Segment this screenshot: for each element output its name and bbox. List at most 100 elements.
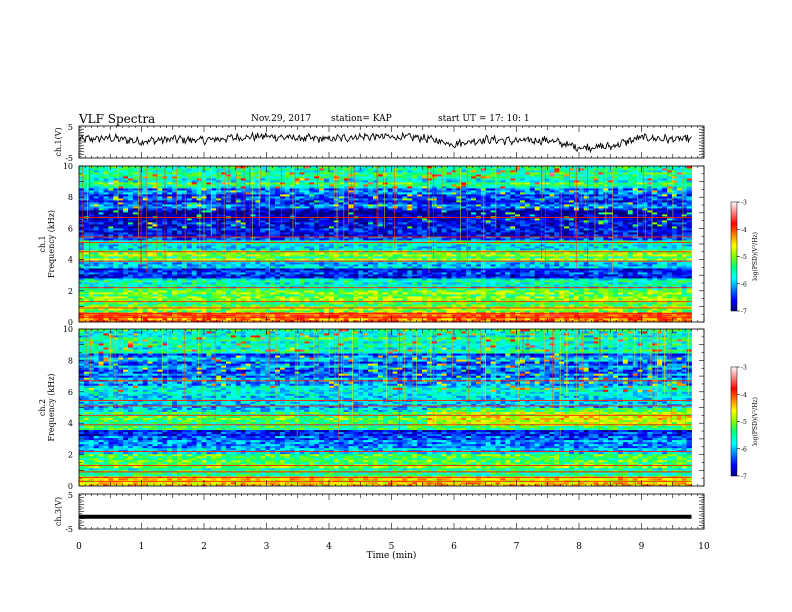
spec-cell <box>686 282 692 285</box>
spec-cell <box>196 278 202 281</box>
spec-cell <box>167 276 173 279</box>
spec-cell <box>598 300 604 303</box>
spec-cell <box>588 318 594 321</box>
spec-cell <box>451 270 457 273</box>
spec-cell <box>485 246 491 249</box>
spec-cell <box>216 310 222 313</box>
spec-cell <box>142 254 148 257</box>
spec-cell <box>544 272 550 275</box>
spec-cell <box>603 318 609 321</box>
spec-cell <box>275 282 281 285</box>
spec-cell <box>181 258 188 261</box>
spec-cell <box>338 272 344 275</box>
spec-cell <box>226 310 232 313</box>
spec-cell <box>500 252 506 255</box>
spec-cell <box>132 268 139 271</box>
spec-cell <box>515 310 521 313</box>
spec-cell <box>647 280 653 283</box>
spec-cell <box>426 300 433 303</box>
spec-cell <box>270 310 276 313</box>
spec-cell <box>128 248 134 251</box>
spec-cell <box>554 310 560 313</box>
spec-cell <box>358 318 364 321</box>
spec-cell <box>397 308 403 311</box>
spec-cell <box>358 308 364 311</box>
spec-cell <box>578 280 585 283</box>
spec-cell <box>255 294 261 297</box>
spec-cell <box>618 296 624 299</box>
spec-cell <box>279 296 286 299</box>
spec-cell <box>157 262 163 265</box>
spec-cell <box>221 300 227 303</box>
spec-cell <box>79 302 85 305</box>
spec-cell <box>275 306 281 309</box>
spec-cell <box>461 276 467 279</box>
spec-cell <box>485 266 491 269</box>
spec-cell <box>201 294 207 297</box>
spec-cell <box>461 320 467 323</box>
spec-cell <box>397 264 403 267</box>
spec-cell <box>128 300 134 303</box>
spec-cell <box>637 250 643 253</box>
spec-cell <box>343 276 349 279</box>
spec-cell <box>686 310 692 313</box>
spec-cell <box>113 318 119 321</box>
spec-cell <box>275 314 281 317</box>
spec-cell <box>510 298 516 301</box>
spec-cell <box>83 294 90 297</box>
spec-cell <box>593 268 599 271</box>
spec-cell <box>216 284 222 287</box>
spec-cell <box>132 248 139 251</box>
spec-cell <box>637 298 643 301</box>
spec-cell <box>338 252 344 255</box>
spec-cell <box>314 286 320 289</box>
spec-cell <box>515 254 521 257</box>
spec-cell <box>353 308 359 311</box>
spec-cell <box>191 300 197 303</box>
spec-cell <box>79 254 85 257</box>
spec-cell <box>221 252 227 255</box>
spec-cell <box>338 304 344 307</box>
spec-cell <box>211 262 217 265</box>
spec-cell <box>304 280 310 283</box>
spec-cell <box>529 268 536 271</box>
spec-cell <box>83 270 90 273</box>
spec-cell <box>490 246 496 249</box>
spec-cell <box>314 320 320 323</box>
spec-cell <box>123 296 129 299</box>
spec-cell <box>201 282 207 285</box>
spec-cell <box>172 294 178 297</box>
spec-cell <box>147 278 153 281</box>
spec-cell <box>162 280 168 283</box>
spec-cell <box>632 276 638 279</box>
spec-cell <box>402 304 408 307</box>
spec-cell <box>529 276 536 279</box>
spec-cell <box>431 278 438 281</box>
spec-cell <box>500 286 506 289</box>
spec-cell <box>451 276 457 279</box>
spec-cell <box>642 246 648 249</box>
spec-cell <box>510 264 516 267</box>
spec-cell <box>549 280 555 283</box>
spec-cell <box>299 286 305 289</box>
spec-cell <box>583 286 589 289</box>
spec-cell <box>441 310 447 313</box>
spec-cell <box>314 292 320 295</box>
spec-cell <box>216 318 222 321</box>
spec-cell <box>157 246 163 249</box>
spec-cell <box>181 290 188 293</box>
chart-title: VLF Spectra <box>79 112 155 126</box>
spec-cell <box>490 290 496 293</box>
spec-cell <box>368 262 374 265</box>
spec-cell <box>211 290 217 293</box>
spec-cell <box>657 296 663 299</box>
spec-cell <box>392 294 398 297</box>
spec-cell <box>387 300 393 303</box>
spec-cell <box>304 282 310 285</box>
spec-cell <box>299 268 305 271</box>
spec-cell <box>397 254 403 257</box>
spec-cell <box>544 292 550 295</box>
spec-cell <box>83 302 90 305</box>
spec-cell <box>245 268 251 271</box>
spec-cell <box>549 306 555 309</box>
